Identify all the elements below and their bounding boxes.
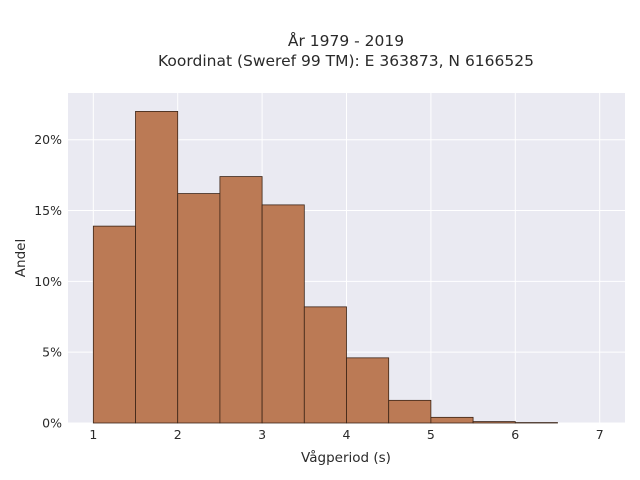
histogram-bar [346,357,390,424]
x-axis-label: Vågperiod (s) [301,449,391,466]
x-tick-label: 6 [511,427,519,442]
x-tick-label: 7 [596,427,604,442]
histogram-bar [219,176,263,424]
x-tick-label: 5 [427,427,435,442]
chart-subtitle: Koordinat (Sweref 99 TM): E 363873, N 61… [158,52,534,70]
histogram-bar [261,204,305,424]
histogram-bar [177,193,221,424]
y-tick-labels: 0% 5% 10% 15% 20% [34,132,62,430]
y-tick-label: 10% [34,274,62,289]
y-tick-label: 15% [34,203,62,218]
x-tick-label: 4 [343,427,351,442]
x-tick-label: 2 [174,427,182,442]
histogram-bar [388,399,432,424]
histogram-bar [92,225,136,424]
y-tick-label: 0% [42,416,62,431]
x-tick-label: 1 [89,427,97,442]
histogram-bar [303,306,347,424]
y-axis-label: Andel [13,239,29,277]
x-tick-labels: 1 2 3 4 5 6 7 [89,427,603,442]
y-tick-label: 20% [34,132,62,147]
x-tick-label: 3 [258,427,266,442]
histogram-bar [135,111,179,424]
chart-title: År 1979 - 2019 [288,31,404,50]
histogram-bar [472,421,516,424]
y-tick-label: 5% [42,345,62,360]
histogram-bar [430,416,474,424]
bars [92,111,558,424]
